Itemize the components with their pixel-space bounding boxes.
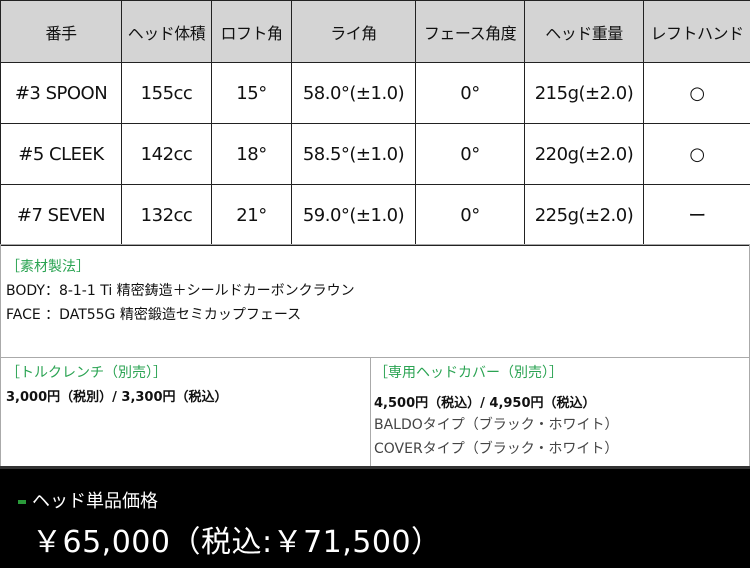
table-cell: 142cc (121, 123, 212, 185)
torque-wrench-section: ［トルクレンチ（別売）］ 3,000円（税別）/ 3,300円（税込） (0, 357, 371, 467)
header-cell: フェース角度 (415, 0, 525, 63)
table-cell: 21° (211, 184, 292, 246)
table-cell: 132cc (121, 184, 212, 246)
table-cell: 58.0°(±1.0) (291, 62, 416, 124)
table-row: #7 SEVEN 132cc 21° 59.0°(±1.0) 0° 225g(±2.0) ー (0, 184, 750, 246)
header-cell: 番手 (0, 0, 122, 63)
table-cell: 15° (211, 62, 292, 124)
table-cell: 220g(±2.0) (524, 123, 644, 185)
material-title: ［素材製法］ (6, 259, 90, 275)
table-cell: 155cc (121, 62, 212, 124)
table-cell: ○ (643, 62, 750, 124)
table-cell: 0° (415, 184, 525, 246)
header-cell: ヘッド体積 (121, 0, 212, 63)
material-section: ［素材製法］ BODY：8-1-1 Ti 精密鋳造＋シールドカーボンクラウン F… (0, 244, 750, 358)
torque-price: 3,000円（税別）/ 3,300円（税込） (6, 390, 228, 405)
table-cell: ○ (643, 123, 750, 185)
table-header-row: 番手 ヘッド体積 ロフト角 ライ角 フェース角度 ヘッド重量 レフトハンド (0, 0, 750, 63)
table-cell: ー (643, 184, 750, 246)
headcover-type: COVERタイプ（ブラック・ホワイト） (374, 441, 619, 457)
material-face: FACE ：DAT55G 精密鍛造セミカップフェース (6, 307, 302, 323)
table-cell: 58.5°(±1.0) (291, 123, 416, 185)
headcover-price: 4,500円（税込）/ 4,950円（税込） (374, 396, 596, 411)
table-cell: 225g(±2.0) (524, 184, 644, 246)
table-cell: 18° (211, 123, 292, 185)
table-cell: #7 SEVEN (0, 184, 122, 246)
torque-title: ［トルクレンチ（別売）］ (6, 365, 167, 381)
header-cell: レフトハンド (643, 0, 750, 63)
material-body: BODY：8-1-1 Ti 精密鋳造＋シールドカーボンクラウン (6, 283, 355, 299)
table-cell: #3 SPOON (0, 62, 122, 124)
spec-table: 番手 ヘッド体積 ロフト角 ライ角 フェース角度 ヘッド重量 レフトハンド #3… (0, 0, 750, 246)
table-row: #5 CLEEK 142cc 18° 58.5°(±1.0) 0° 220g(±2.0) ○ (0, 123, 750, 185)
header-cell: ロフト角 (211, 0, 292, 63)
headcover-section: ［専用ヘッドカバー（別売）］ 4,500円（税込）/ 4,950円（税込） BA… (370, 357, 750, 467)
table-cell: 59.0°(±1.0) (291, 184, 416, 246)
table-cell: 215g(±2.0) (524, 62, 644, 124)
headcover-title: ［専用ヘッドカバー（別売）］ (374, 365, 563, 381)
table-cell: 0° (415, 123, 525, 185)
table-row: #3 SPOON 155cc 15° 58.0°(±1.0) 0° 215g(±2.0) ○ (0, 62, 750, 124)
head-price-value: ￥65,000（税込:￥71,500） (32, 525, 442, 560)
header-cell: ヘッド重量 (524, 0, 644, 63)
table-cell: 0° (415, 62, 525, 124)
green-dash-icon (18, 500, 26, 504)
table-cell: #5 CLEEK (0, 123, 122, 185)
header-cell: ライ角 (291, 0, 416, 63)
headcover-type: BALDOタイプ（ブラック・ホワイト） (374, 417, 619, 433)
head-price-label: ヘッド単品価格 (32, 491, 158, 512)
head-price-banner: ヘッド単品価格 ￥65,000（税込:￥71,500） (0, 466, 750, 568)
